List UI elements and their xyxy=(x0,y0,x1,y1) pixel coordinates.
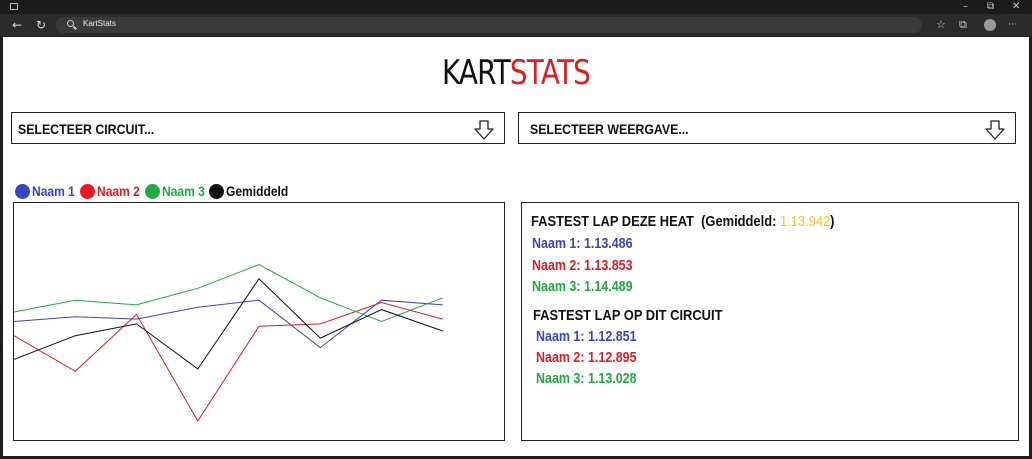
heat-avg-label: (Gemiddeld: xyxy=(701,213,777,230)
heat-row-naam-2: Naam 2: 1.13.853 xyxy=(532,258,633,274)
minimize-button[interactable]: – xyxy=(963,1,968,12)
lap-chart-svg xyxy=(13,264,443,422)
circuit-select[interactable]: SELECTEER CIRCUIT... xyxy=(11,112,505,144)
legend-dot xyxy=(209,183,225,199)
circuit-row-naam-3: Naam 3: 1.13.028 xyxy=(536,371,637,387)
legend-item-naam-2[interactable]: Naam 2 xyxy=(79,183,140,199)
legend-dot xyxy=(15,183,30,199)
heat-row-naam-3: Naam 3: 1.14.489 xyxy=(532,279,633,295)
view-select[interactable]: SELECTEER WEERGAVE... xyxy=(518,112,1016,144)
arrow-down-icon xyxy=(985,120,1005,140)
legend-item-naam-3[interactable]: Naam 3 xyxy=(144,183,205,199)
view-select-label: SELECTEER WEERGAVE... xyxy=(530,121,689,137)
legend-item-gemiddeld[interactable]: Gemiddeld xyxy=(209,183,290,199)
browser-chrome: – ⧉ ✕ ← ↻ KartStats ☆ ⧉ ··· xyxy=(0,0,1032,36)
stats-panel: FASTEST LAP DEZE HEAT (Gemiddeld: 1.13.9… xyxy=(521,202,1019,441)
search-icon xyxy=(67,20,74,27)
lap-chart xyxy=(13,202,505,441)
heat-avg-value: 1.13.942 xyxy=(779,213,831,230)
back-button[interactable]: ← xyxy=(12,18,23,32)
legend-label: Naam 2 xyxy=(96,183,140,199)
legend-label: Naam 3 xyxy=(161,183,205,199)
legend-label: Naam 1 xyxy=(32,183,75,199)
title-stats: STATS xyxy=(509,53,591,93)
legend-dot xyxy=(79,183,95,199)
circuit-row-naam-2: Naam 2: 1.12.895 xyxy=(536,350,637,366)
more-menu-icon[interactable]: ··· xyxy=(1008,20,1017,30)
chart-legend: Naam 1 Naam 2 Naam 3 Gemiddeld xyxy=(15,181,297,201)
legend-item-naam-1[interactable]: Naam 1 xyxy=(15,183,75,199)
profile-avatar[interactable] xyxy=(984,19,996,31)
address-bar[interactable]: KartStats xyxy=(56,17,922,33)
reload-button[interactable]: ↻ xyxy=(36,18,47,32)
circuit-title: FASTEST LAP OP DIT CIRCUIT xyxy=(533,307,723,324)
series-line-naam-1 xyxy=(13,299,443,349)
page-title: KARTSTATS xyxy=(95,53,936,93)
restore-button[interactable]: ⧉ xyxy=(987,1,995,12)
circuit-select-label: SELECTEER CIRCUIT... xyxy=(18,121,155,137)
collections-icon[interactable]: ⧉ xyxy=(959,18,967,31)
legend-dot xyxy=(144,183,160,199)
series-line-naam-3 xyxy=(13,264,443,323)
arrow-down-icon xyxy=(474,120,494,140)
heat-avg-close: ) xyxy=(830,213,835,230)
tab-actions-icon[interactable] xyxy=(10,3,18,10)
title-kart: KART xyxy=(441,53,511,93)
heat-row-naam-1: Naam 1: 1.13.486 xyxy=(532,236,633,252)
address-text: KartStats xyxy=(83,19,116,28)
legend-label: Gemiddeld xyxy=(226,183,289,199)
page: KARTSTATS SELECTEER CIRCUIT... SELECTEER… xyxy=(3,37,1029,456)
series-line-naam-2 xyxy=(13,301,443,422)
heat-title-line: FASTEST LAP DEZE HEAT (Gemiddeld: 1.13.9… xyxy=(531,213,834,230)
close-window-button[interactable]: ✕ xyxy=(1012,1,1021,12)
series-line-gemiddeld xyxy=(13,278,443,370)
heat-title: FASTEST LAP DEZE HEAT xyxy=(531,213,694,230)
circuit-row-naam-1: Naam 1: 1.12.851 xyxy=(536,329,637,345)
favorites-icon[interactable]: ☆ xyxy=(936,18,946,31)
tab-strip: – ⧉ ✕ xyxy=(0,0,1032,14)
